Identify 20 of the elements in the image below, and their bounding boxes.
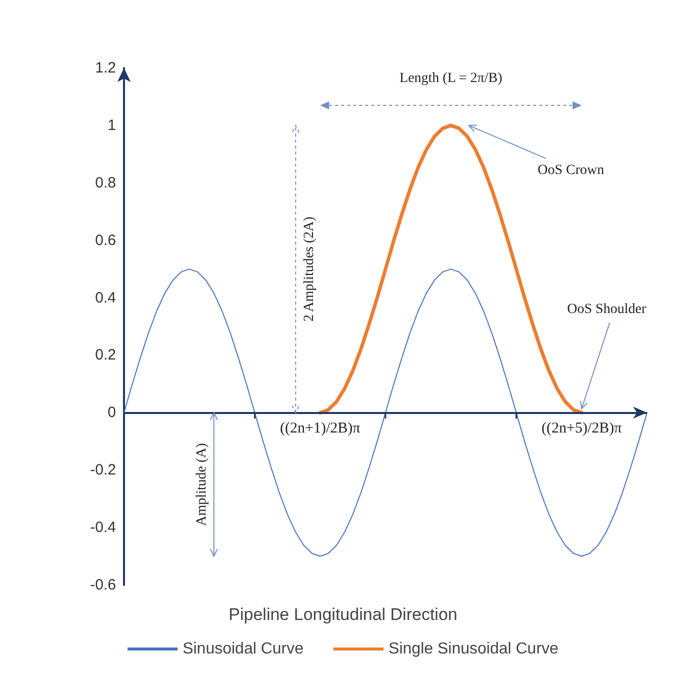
y-tick-label: -0.2 bbox=[90, 462, 116, 479]
annotation: OoS Crown bbox=[538, 162, 604, 178]
y-tick-label: 0.6 bbox=[95, 232, 116, 249]
y-tick-label: 1.2 bbox=[95, 60, 116, 76]
annotation: 2 Amplitudes (2A) bbox=[302, 216, 318, 322]
annotation: OoS Shoulder bbox=[567, 302, 646, 318]
y-tick-label: 1 bbox=[108, 116, 116, 134]
annotation: Length (L = 2π/B) bbox=[400, 71, 503, 86]
y-tick-label: -0.6 bbox=[90, 576, 116, 594]
legend-label: Single Sinusoidal Curve bbox=[388, 640, 559, 658]
annotation: Amplitude (A) bbox=[194, 442, 210, 526]
y-tick-label: 0.2 bbox=[95, 346, 116, 364]
y-tick-label: -0.4 bbox=[90, 519, 116, 536]
y-tick-label: 0.8 bbox=[95, 174, 116, 192]
y-tick-label: 0.4 bbox=[95, 289, 116, 306]
x-axis-title: Pipeline Longitudinal Direction bbox=[228, 605, 458, 624]
y-tick-label: 0 bbox=[108, 404, 116, 422]
annotation: ((2n+5)/2B)π bbox=[542, 420, 622, 437]
legend-label: Sinusoidal Curve bbox=[182, 640, 304, 658]
annotation: ((2n+1)/2B)π bbox=[280, 420, 361, 437]
